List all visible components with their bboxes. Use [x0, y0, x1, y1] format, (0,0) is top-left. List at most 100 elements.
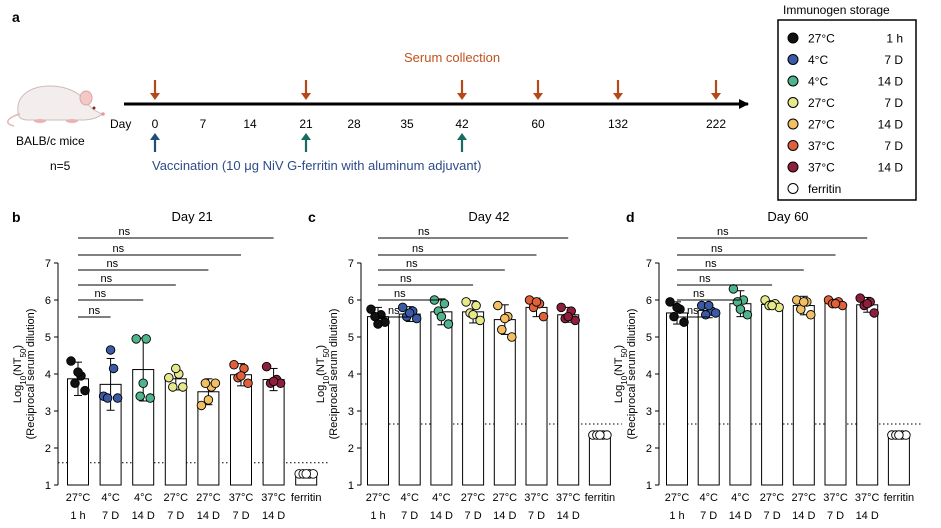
legend-time: 14 D — [878, 161, 904, 175]
x-tick-sublabel: 7 D — [167, 510, 184, 522]
x-tick-label: 27°C — [196, 492, 221, 504]
data-point — [493, 300, 503, 311]
legend-marker — [787, 118, 799, 130]
y-tick-label: 2 — [348, 443, 354, 455]
bar — [729, 303, 752, 486]
data-point — [531, 297, 542, 307]
x-tick-sublabel: 14 D — [729, 510, 752, 522]
data-point — [200, 378, 211, 389]
serum-collection-label: Serum collection — [404, 50, 500, 65]
y-axis-sublabel: (Reciprocal serum dilution) — [626, 309, 638, 440]
legend-time: 7 D — [884, 139, 903, 153]
bar — [398, 313, 421, 486]
x-tick-sublabel: 7 D — [700, 510, 717, 522]
legend-marker — [787, 140, 799, 151]
timeline-day-222: 222 — [706, 117, 726, 131]
y-tick-label: 7 — [348, 258, 354, 270]
data-point — [806, 310, 816, 320]
data-point — [595, 430, 605, 440]
y-tick-label: 6 — [646, 295, 652, 307]
data-point — [105, 345, 116, 355]
data-point — [411, 313, 422, 324]
mouse-icon — [7, 85, 105, 127]
data-point — [70, 378, 80, 389]
data-point — [799, 297, 809, 307]
chart-title: Day 42 — [468, 209, 509, 224]
y-tick-label: 7 — [45, 258, 51, 270]
x-tick-sublabel: 7 D — [827, 510, 844, 522]
chart-day42: Day 42 1 2 3 4 5 6 7 Log10(NT50) (Reciprocal seru… — [315, 209, 622, 522]
data-point — [145, 393, 155, 403]
bar — [164, 378, 187, 486]
data-point — [869, 308, 879, 318]
chart-title: Day 21 — [171, 209, 212, 224]
timeline-day-132: 132 — [608, 117, 628, 131]
bar — [367, 316, 389, 486]
significance-label: ns — [412, 243, 424, 255]
legend-time: 14 D — [878, 75, 904, 89]
serum-arrow-day-132 — [613, 80, 623, 100]
x-tick-sublabel: 14 D — [132, 510, 155, 522]
timeline-day-60: 60 — [531, 117, 545, 131]
x-tick-label: ferritin — [291, 492, 322, 504]
y-tick-label: 2 — [45, 443, 51, 455]
x-tick-sublabel: 14 D — [430, 510, 453, 522]
y-tick-label: 3 — [646, 406, 652, 418]
x-tick-label: 37°C — [261, 492, 286, 504]
legend-marker — [787, 75, 799, 87]
x-tick-sublabel: 7 D — [764, 510, 781, 522]
significance-label: ns — [400, 273, 412, 285]
chart-day60: Day 60 1 2 3 4 5 6 7 Log10(NT50) (Reciprocal seru… — [613, 209, 921, 522]
x-tick-label: 4°C — [731, 492, 750, 504]
data-point — [471, 300, 481, 311]
x-tick-sublabel: 14 D — [792, 510, 815, 522]
timeline-day-28: 28 — [347, 117, 361, 131]
y-tick-label: 5 — [348, 332, 354, 344]
data-point — [261, 361, 272, 372]
bar — [697, 309, 720, 486]
chart-title: Day 60 — [767, 209, 808, 224]
significance-label: ns — [118, 226, 130, 238]
serum-arrow-day-222 — [711, 80, 721, 100]
bar — [824, 302, 847, 486]
data-point — [243, 378, 253, 389]
timeline-day-7: 7 — [200, 117, 207, 131]
x-tick-label: 27°C — [665, 492, 690, 504]
x-tick-sublabel: 14 D — [262, 510, 285, 522]
serum-arrow-day-42 — [457, 80, 467, 100]
legend-temp: 4°C — [808, 75, 828, 89]
data-point — [66, 356, 76, 366]
legend-temp: 27°C — [808, 118, 835, 132]
y-tick-label: 2 — [646, 443, 652, 455]
x-tick-label: 4°C — [134, 492, 153, 504]
significance-label: ns — [699, 273, 711, 285]
x-tick-label: 37°C — [823, 492, 848, 504]
y-tick-label: 1 — [646, 480, 652, 492]
data-point — [538, 311, 549, 322]
data-point — [500, 313, 510, 324]
legend-temp: 37°C — [808, 161, 835, 175]
legend-temp: 27°C — [808, 96, 835, 110]
legend-marker — [787, 54, 799, 65]
panel-label-d: d — [626, 209, 635, 225]
data-point — [436, 311, 447, 322]
vaccination-arrow-day-21 — [301, 133, 311, 152]
x-tick-label: 4°C — [101, 492, 120, 504]
x-tick-label: 4°C — [699, 492, 718, 504]
data-point — [138, 378, 148, 389]
data-point — [894, 430, 904, 440]
x-tick-label: 27°C — [66, 492, 91, 504]
bar — [462, 311, 485, 486]
bar — [856, 304, 879, 486]
data-point — [862, 298, 872, 309]
panel-label-a: a — [12, 9, 20, 25]
x-tick-label: 37°C — [855, 492, 880, 504]
data-point — [461, 297, 471, 307]
x-tick-sublabel: 7 D — [465, 510, 482, 522]
bar — [493, 319, 516, 486]
data-point — [556, 302, 566, 313]
data-point — [563, 311, 573, 322]
legend-marker — [787, 32, 799, 44]
significance-label: ns — [94, 288, 106, 300]
